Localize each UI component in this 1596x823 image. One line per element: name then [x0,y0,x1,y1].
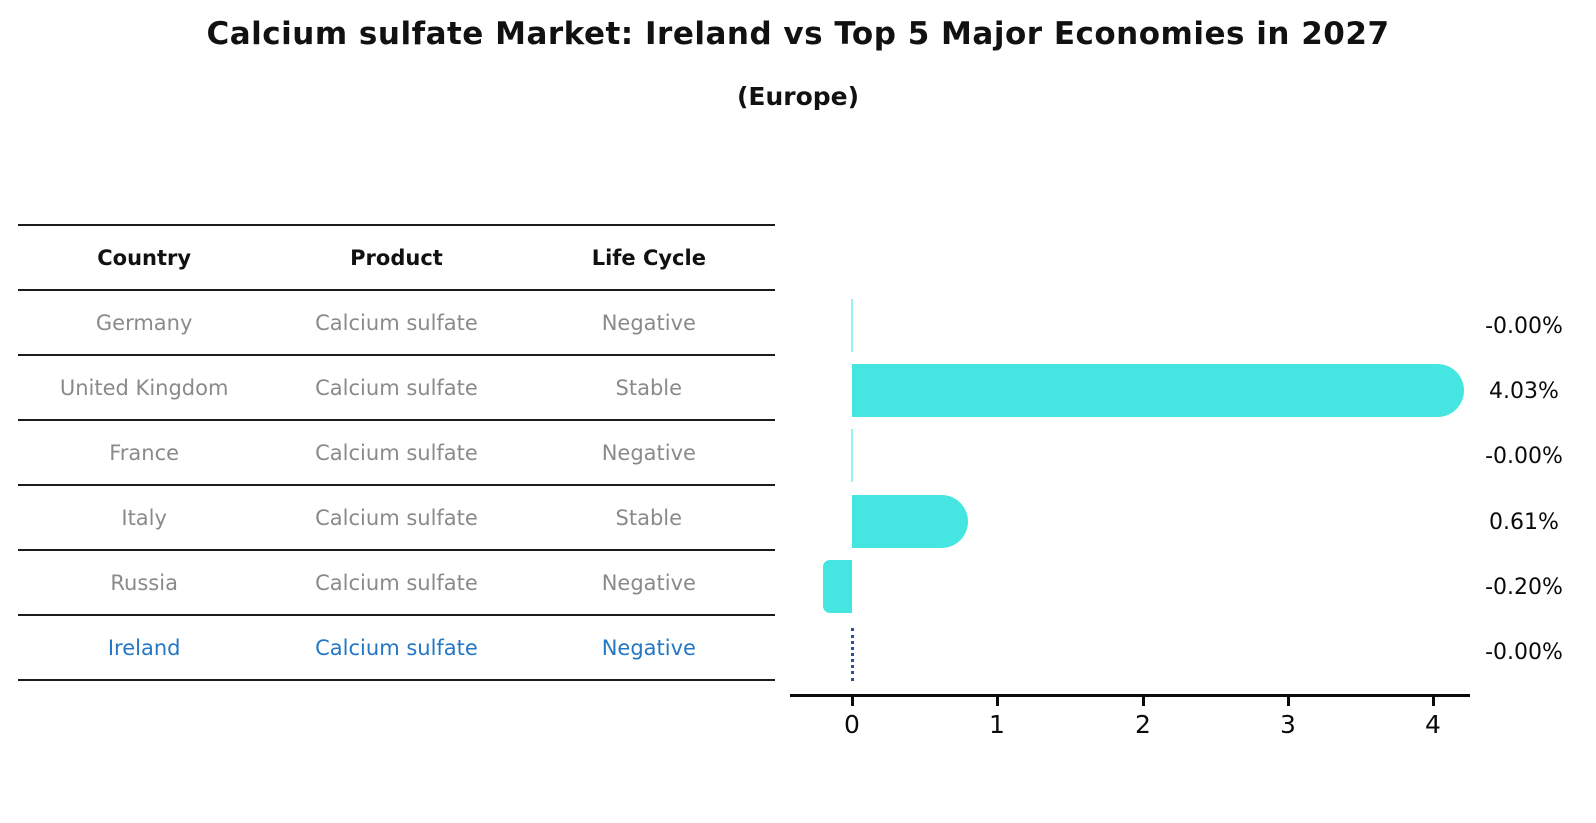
table-header-product: Product [350,245,443,270]
cell-life-cycle: Negative [601,310,696,335]
x-axis-tick-label: 3 [1280,710,1296,739]
cell-life-cycle: Stable [615,505,683,530]
highlight-dotted-line [851,628,854,681]
x-axis-tick-label: 0 [844,710,860,739]
table-row: Russia Calcium sulfate Negative [18,551,775,616]
table-row: France Calcium sulfate Negative [18,421,775,486]
table-row: Germany Calcium sulfate Negative [18,291,775,356]
cell-product: Calcium sulfate [315,440,478,465]
cell-country: France [109,440,180,465]
cell-product: Calcium sulfate [315,635,478,660]
x-axis-tick [1142,697,1145,706]
bar-value-label: 0.61% [1489,510,1559,535]
table-row: Italy Calcium sulfate Stable [18,486,775,551]
bar-positive [852,495,968,548]
bar-positive [852,364,1464,417]
x-axis-tick-label: 1 [989,710,1005,739]
table-body: Germany Calcium sulfate Negative United Kin… [18,291,775,681]
x-axis-tick [851,697,854,706]
bar-value-label: -0.00% [1485,314,1563,339]
chart-title: Calcium sulfate Market: Ireland vs Top 5… [206,16,1390,52]
cell-life-cycle: Negative [601,635,696,660]
bar-value-label: -0.20% [1485,575,1563,600]
bar-value-label: -0.00% [1485,640,1563,665]
cell-product: Calcium sulfate [315,570,478,595]
x-axis-tick [1432,697,1435,706]
bar-value-label: -0.00% [1485,444,1563,469]
table-header-row: Country Product Life Cycle [18,224,775,291]
cell-country: Ireland [107,635,181,660]
x-axis-tick [1287,697,1290,706]
x-axis-tick-label: 2 [1135,710,1151,739]
x-axis-tick [996,697,999,706]
country-table: Country Product Life Cycle Germany Calcium … [18,224,775,681]
bar-value-label: 4.03% [1489,379,1559,404]
bar-negative [823,560,852,613]
cell-country: Germany [95,310,193,335]
cell-country: United Kingdom [59,375,229,400]
cell-life-cycle: Negative [601,440,696,465]
cell-product: Calcium sulfate [315,310,478,335]
bar-zero [851,429,853,482]
cell-country: Russia [110,570,178,595]
chart-subtitle: (Europe) [736,82,860,111]
cell-product: Calcium sulfate [315,505,478,530]
bar-zero [851,299,853,352]
cell-life-cycle: Stable [615,375,683,400]
table-header-life-cycle: Life Cycle [591,245,706,270]
table-header-country: Country [97,245,192,270]
table-row: Ireland Calcium sulfate Negative [18,616,775,681]
table-row: United Kingdom Calcium sulfate Stable [18,356,775,421]
cell-life-cycle: Negative [601,570,696,595]
x-axis-line [790,694,1470,697]
x-axis-tick-label: 4 [1425,710,1441,739]
cell-country: Italy [121,505,167,530]
cell-product: Calcium sulfate [315,375,478,400]
